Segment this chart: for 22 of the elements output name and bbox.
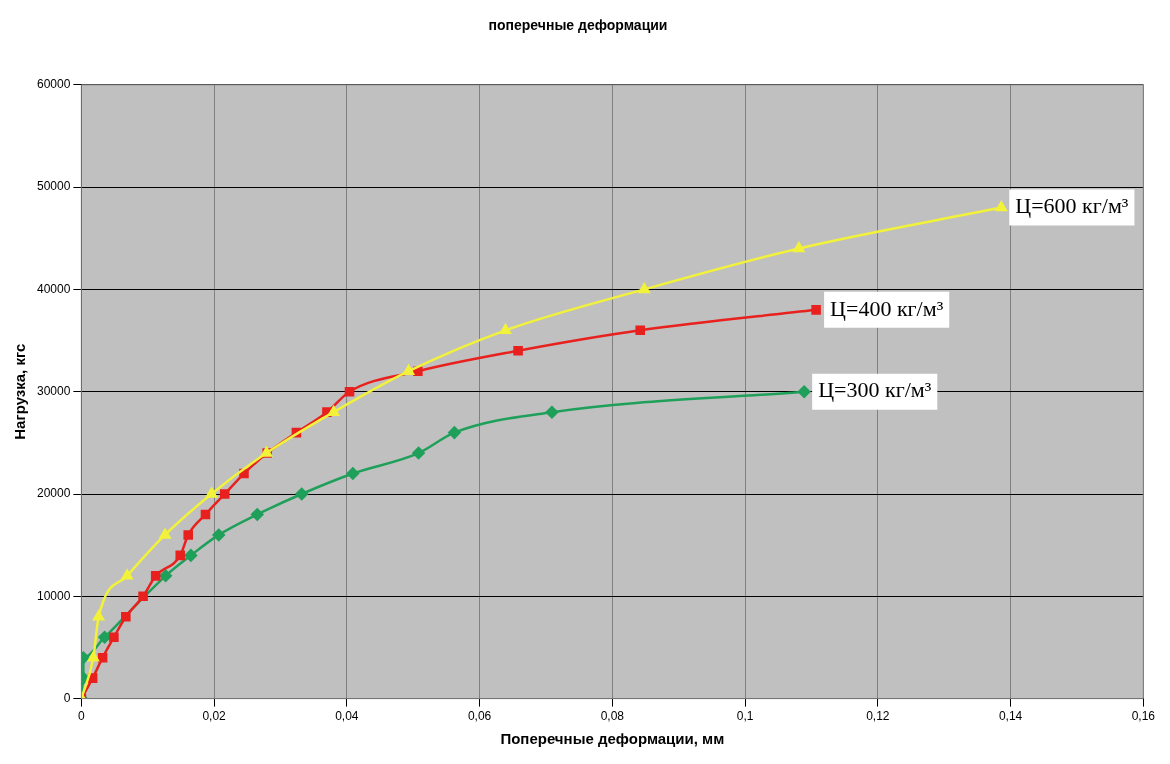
chart-title: поперечные деформации	[488, 17, 668, 34]
x-tick-label: 0,06	[467, 709, 492, 724]
x-tick-label: 0,16	[1131, 709, 1156, 724]
y-tick-label: 0	[63, 690, 71, 705]
y-tick-label: 60000	[36, 77, 71, 92]
y-tick-label: 40000	[36, 281, 71, 296]
x-tick-label: 0,12	[866, 709, 890, 724]
x-tick-label: 0,08	[600, 709, 625, 724]
x-tick-label: 0,02	[202, 709, 227, 724]
series-label: Ц=600 кг/м³	[1015, 193, 1129, 219]
y-axis-title: Нагрузка, кгс	[11, 343, 29, 440]
series-label: Ц=400 кг/м³	[830, 295, 944, 321]
y-tick-label: 10000	[36, 588, 71, 603]
x-tick-label: 0,1	[736, 709, 754, 724]
x-tick-label: 0,14	[998, 709, 1023, 724]
x-tick-label: 0,04	[335, 709, 359, 724]
x-axis-title: Поперечные деформации, мм	[500, 730, 725, 748]
y-tick-label: 20000	[36, 486, 71, 501]
series-label: Ц=300 кг/м³	[818, 377, 932, 403]
x-tick-label: 0	[78, 709, 86, 724]
y-tick-label: 30000	[36, 384, 71, 399]
y-tick-label: 50000	[36, 179, 71, 194]
